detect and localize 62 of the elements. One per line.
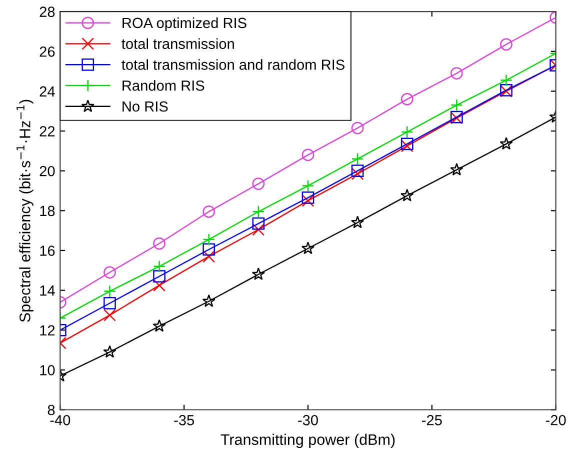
y-tick-label: 12: [40, 325, 55, 336]
y-tick-label: 26: [40, 46, 55, 57]
point: [252, 205, 265, 218]
x-axis-title: Transmitting power (dBm): [220, 434, 395, 448]
point: [400, 92, 414, 106]
point: [500, 74, 512, 86]
x-tick-label: -35: [174, 415, 194, 426]
x-tick-label: -20: [546, 415, 566, 426]
point: [202, 250, 216, 263]
point: [202, 243, 216, 256]
y-tick-label: 8: [48, 404, 55, 416]
x-tick-label: -25: [422, 415, 442, 426]
point: [351, 164, 364, 178]
point: [153, 260, 166, 273]
point: [500, 38, 512, 51]
x-tick-label: -40: [50, 415, 70, 426]
point: [104, 297, 116, 310]
point: [350, 216, 364, 228]
y-tick-label: 14: [40, 286, 55, 296]
point: [351, 122, 364, 134]
y-tick-label: 22: [40, 126, 55, 136]
y-tick-label: 28: [40, 6, 55, 18]
point: [104, 309, 116, 322]
y-tick-label: 10: [40, 365, 55, 376]
point: [153, 270, 166, 283]
point: [202, 233, 216, 246]
point: [400, 126, 414, 138]
point: [302, 194, 314, 207]
point: [302, 148, 314, 162]
point: [252, 223, 265, 236]
point: [104, 285, 116, 298]
legend-label: total transmission and random RIS: [122, 59, 344, 70]
point: [351, 152, 364, 166]
point: [500, 137, 513, 150]
y-axis-title: Spectral efficiency (bit·s$^{−1}$·Hz$^{−1}$): [16, 100, 34, 322]
point: [252, 217, 265, 230]
point: [153, 237, 166, 250]
point: [104, 266, 116, 279]
legend-label: ROA optimized RIS: [122, 17, 246, 32]
point: [103, 345, 116, 358]
point: [450, 98, 463, 112]
point: [202, 205, 216, 218]
x-tick-label: -30: [298, 415, 318, 426]
point: [450, 162, 464, 176]
y-tick-label: 24: [40, 86, 55, 96]
point: [302, 192, 314, 204]
point: [450, 67, 463, 80]
legend-label: No RIS: [122, 101, 168, 112]
legend-label: Random RIS: [122, 80, 204, 91]
y-tick-label: 16: [40, 246, 55, 256]
point: [400, 188, 414, 202]
legend-label: total transmission: [122, 38, 234, 50]
point: [252, 178, 265, 190]
point: [153, 279, 166, 292]
point: [351, 168, 364, 180]
point: [202, 294, 216, 307]
y-tick-label: 20: [40, 166, 55, 176]
point: [252, 268, 265, 280]
point: [302, 180, 314, 192]
point: [152, 319, 166, 332]
point: [301, 242, 315, 254]
y-tick-label: 18: [40, 206, 55, 216]
